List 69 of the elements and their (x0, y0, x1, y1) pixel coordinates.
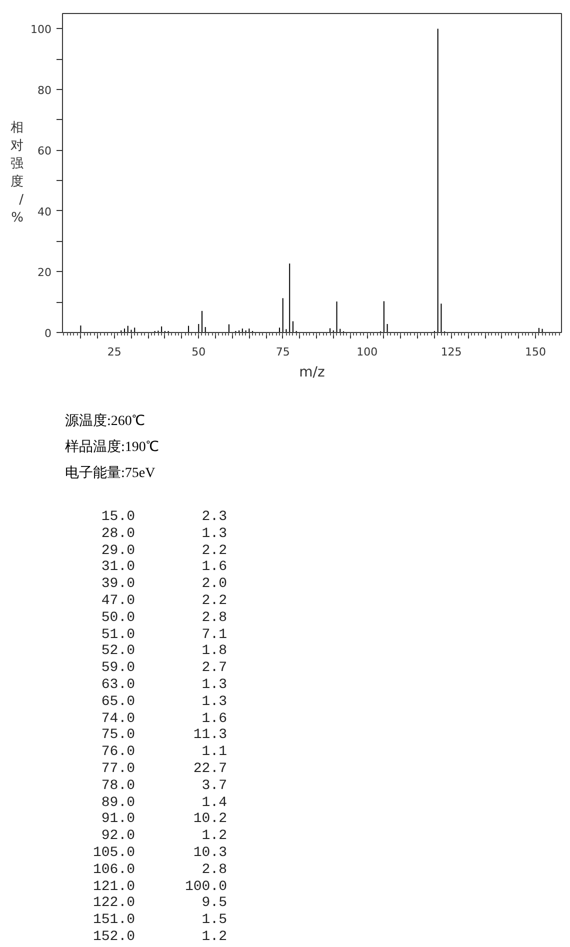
table-cell-text: 65.0 (100, 694, 135, 711)
table-cell-text: 2.2 (200, 542, 227, 560)
table-cell-text: 11.3 (192, 727, 227, 744)
y-tick-label: 0 (44, 327, 52, 340)
table-cell-text: 1.5 (200, 912, 227, 929)
table-cell-text: 9.5 (200, 895, 227, 912)
table-cell-text: 52.0 (100, 643, 135, 660)
y-tick-label: 60 (38, 144, 52, 158)
table-cell-text: 2.3 (200, 509, 227, 526)
table-cell-text: 2.8 (200, 862, 227, 879)
table-cell-text: 75.0 (100, 727, 135, 744)
table-cell-text: 2.2 (200, 592, 227, 610)
table-cell-text: 151.0 (92, 912, 135, 929)
table-cell-text: 10.3 (192, 844, 227, 862)
table-cell-text: 91.0 (100, 811, 135, 828)
table-cell-text: 22.7 (192, 760, 227, 778)
table-cell-text: 15.0 (100, 509, 135, 526)
table-cell-text: 152.0 (92, 928, 135, 946)
x-tick-label: 25 (107, 346, 122, 358)
y-axis-title: 相对强度/% (10, 120, 24, 226)
annotation: 电子能量:75eV (65, 464, 156, 483)
x-tick-label: 75 (276, 346, 290, 358)
table-cell-text: 74.0 (100, 710, 135, 728)
table-cell-text: 2.8 (200, 610, 227, 627)
table-cell-text: 1.3 (200, 694, 227, 711)
y-tick-label: 40 (38, 205, 52, 218)
table-cell-text: 1.3 (200, 526, 227, 543)
table-cell-text: 1.8 (200, 643, 227, 660)
table-cell-text: 78.0 (100, 778, 135, 795)
table-cell-text: 105.0 (92, 844, 135, 862)
table-cell-text: 1.2 (200, 828, 227, 845)
table-cell-text: 1.2 (200, 928, 227, 946)
table-cell-text: 47.0 (100, 592, 135, 610)
table-cell-text: 100.0 (184, 878, 227, 896)
table-cell-text: 76.0 (100, 744, 135, 761)
table-cell-text: 2.7 (200, 660, 227, 677)
table-cell-text: 28.0 (100, 526, 135, 543)
table-cell-text: 92.0 (100, 828, 135, 845)
table-cell-text: 3.7 (200, 778, 227, 795)
table-cell-text: 121.0 (92, 878, 135, 896)
table-cell-text: 1.4 (200, 794, 227, 812)
table-cell-text: 1.3 (200, 676, 227, 694)
table-cell-text: 122.0 (92, 895, 135, 912)
x-tick-label: 125 (440, 346, 462, 358)
table-cell-text: 39.0 (100, 576, 135, 593)
y-tick-label: 80 (38, 84, 52, 97)
table-cell-text: 59.0 (100, 660, 135, 677)
table-cell-text: 10.2 (192, 811, 227, 828)
x-tick-label: 50 (192, 346, 206, 358)
table-cell-text: 1.1 (200, 744, 227, 761)
table-cell-text: 63.0 (100, 676, 135, 694)
table-cell-text: 7.1 (200, 626, 227, 644)
table-cell-text: 50.0 (100, 610, 135, 627)
x-tick-label: 150 (525, 346, 546, 358)
table-cell-text: 31.0 (100, 559, 135, 576)
annotation: 样品温度:190℃ (65, 438, 159, 457)
table-cell-text: 77.0 (100, 760, 135, 778)
annotation: 源温度:260℃ (65, 412, 145, 431)
x-tick-label: 100 (356, 346, 378, 358)
y-tick-label: 100 (30, 23, 52, 36)
table-cell-text: 2.0 (200, 576, 227, 593)
table-cell-text: 1.6 (200, 710, 227, 728)
x-axis-title: m/z (299, 364, 325, 380)
table-cell-text: 29.0 (100, 542, 135, 560)
table-cell-text: 1.6 (200, 559, 227, 576)
y-tick-label: 20 (38, 266, 52, 280)
table-cell-text: 106.0 (92, 862, 135, 879)
table-cell-text: 51.0 (100, 626, 135, 644)
table-cell-text: 89.0 (100, 794, 135, 812)
